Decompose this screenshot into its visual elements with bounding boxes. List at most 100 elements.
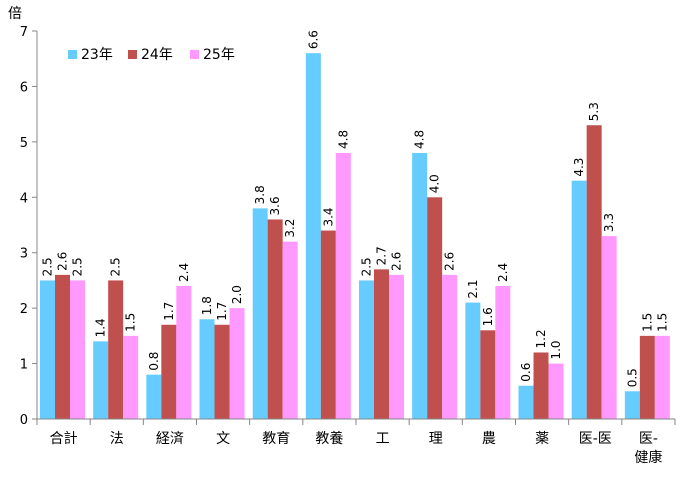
data-label: 1.0 bbox=[549, 340, 563, 359]
bar bbox=[93, 341, 109, 419]
data-label: 1.2 bbox=[534, 329, 548, 348]
data-label: 2.4 bbox=[177, 263, 191, 282]
bar bbox=[624, 391, 640, 419]
legend-label: 24年 bbox=[141, 47, 173, 63]
legend-label: 23年 bbox=[81, 47, 113, 63]
bar bbox=[427, 197, 443, 419]
bar bbox=[412, 152, 428, 419]
bar bbox=[176, 285, 192, 419]
data-label: 1.4 bbox=[94, 318, 108, 337]
bar bbox=[267, 219, 283, 419]
data-label: 0.6 bbox=[519, 363, 533, 382]
x-category-label: 文 bbox=[216, 431, 230, 447]
data-labels-group: 2.51.40.81.83.86.62.54.82.10.64.30.52.6 2… bbox=[41, 30, 670, 387]
y-tick-label: 0 bbox=[20, 413, 28, 428]
data-label: 3.2 bbox=[283, 219, 297, 238]
bar bbox=[146, 374, 162, 419]
bar bbox=[359, 280, 374, 419]
x-category-label: 合計 bbox=[50, 431, 78, 447]
bar bbox=[601, 236, 617, 419]
legend: 23年 24年 25年 bbox=[68, 47, 235, 63]
bar bbox=[548, 363, 564, 419]
bar bbox=[214, 324, 230, 419]
legend-swatch bbox=[68, 50, 77, 59]
bar bbox=[639, 335, 655, 419]
bar bbox=[55, 274, 70, 419]
data-label: 1.7 bbox=[215, 302, 229, 321]
bar bbox=[480, 330, 496, 419]
data-label: 3.3 bbox=[602, 213, 616, 232]
x-category-label: 経済 bbox=[156, 431, 184, 447]
data-label: 2.0 bbox=[230, 285, 244, 304]
bar bbox=[495, 285, 511, 419]
bar bbox=[586, 125, 602, 419]
data-label: 2.6 bbox=[390, 252, 404, 271]
bar bbox=[108, 280, 124, 419]
y-axis-unit-label: 倍 bbox=[8, 6, 22, 22]
data-label: 3.6 bbox=[268, 196, 282, 215]
data-label: 4.8 bbox=[413, 130, 427, 149]
data-label: 4.8 bbox=[336, 130, 350, 149]
data-label: 2.7 bbox=[375, 246, 389, 265]
data-label: 2.5 bbox=[41, 257, 55, 276]
data-label: 1.5 bbox=[655, 313, 669, 332]
data-label: 2.6 bbox=[443, 252, 457, 271]
bar bbox=[123, 335, 139, 419]
x-category-label: 健康 bbox=[634, 449, 662, 466]
axes-group: 0 1 2 3 4 5 6 7 合計 法 経済 文 教育 教養 工 理 農 薬 医-医 医- 健康 bbox=[20, 25, 676, 466]
x-category-label: 工 bbox=[376, 431, 390, 447]
data-label: 5.3 bbox=[587, 102, 601, 121]
bar bbox=[389, 274, 404, 419]
x-category-label: 農 bbox=[482, 431, 496, 447]
x-category-label: 法 bbox=[110, 431, 124, 447]
data-label: 1.6 bbox=[481, 307, 495, 326]
data-label: 3.4 bbox=[321, 207, 335, 226]
bar bbox=[518, 385, 534, 419]
data-label: 0.8 bbox=[147, 352, 161, 371]
data-label: 0.5 bbox=[625, 368, 639, 387]
y-tick-label: 7 bbox=[20, 25, 28, 40]
x-category-label: 医-医 bbox=[579, 431, 612, 447]
y-tick-label: 5 bbox=[20, 136, 28, 151]
data-label: 1.7 bbox=[162, 302, 176, 321]
legend-swatch bbox=[190, 50, 199, 59]
bar bbox=[252, 208, 268, 419]
data-label: 2.4 bbox=[496, 263, 510, 282]
data-label: 2.6 bbox=[56, 252, 70, 271]
bar bbox=[571, 180, 587, 419]
data-label: 4.0 bbox=[428, 174, 442, 193]
bar bbox=[229, 308, 245, 419]
bar bbox=[282, 241, 298, 419]
y-tick-label: 6 bbox=[20, 80, 28, 95]
bar bbox=[305, 53, 321, 420]
bar bbox=[465, 302, 481, 419]
legend-swatch bbox=[128, 50, 137, 59]
data-label: 1.5 bbox=[640, 313, 654, 332]
bar bbox=[654, 335, 670, 419]
data-label: 2.1 bbox=[466, 280, 480, 299]
bar bbox=[199, 319, 215, 419]
x-category-label: 医- bbox=[639, 431, 658, 447]
data-label: 4.3 bbox=[572, 158, 586, 177]
bar bbox=[533, 352, 549, 419]
x-category-label: 理 bbox=[429, 431, 443, 447]
x-category-label: 教養 bbox=[315, 430, 343, 447]
x-category-label: 教育 bbox=[262, 431, 290, 447]
data-label: 2.5 bbox=[109, 257, 123, 276]
y-tick-label: 4 bbox=[20, 191, 28, 206]
bar bbox=[320, 230, 336, 419]
bar bbox=[335, 152, 351, 419]
y-tick-label: 2 bbox=[20, 302, 28, 317]
y-tick-label: 3 bbox=[20, 247, 28, 262]
y-tick-label: 1 bbox=[20, 358, 28, 373]
bar bbox=[40, 280, 55, 419]
legend-label: 25年 bbox=[203, 47, 235, 63]
bar bbox=[70, 280, 85, 419]
data-label: 2.5 bbox=[71, 257, 85, 276]
data-label: 1.8 bbox=[200, 296, 214, 315]
data-label: 2.5 bbox=[360, 257, 374, 276]
data-label: 6.6 bbox=[306, 30, 320, 49]
x-category-label: 薬 bbox=[535, 431, 549, 447]
bar bbox=[161, 324, 177, 419]
